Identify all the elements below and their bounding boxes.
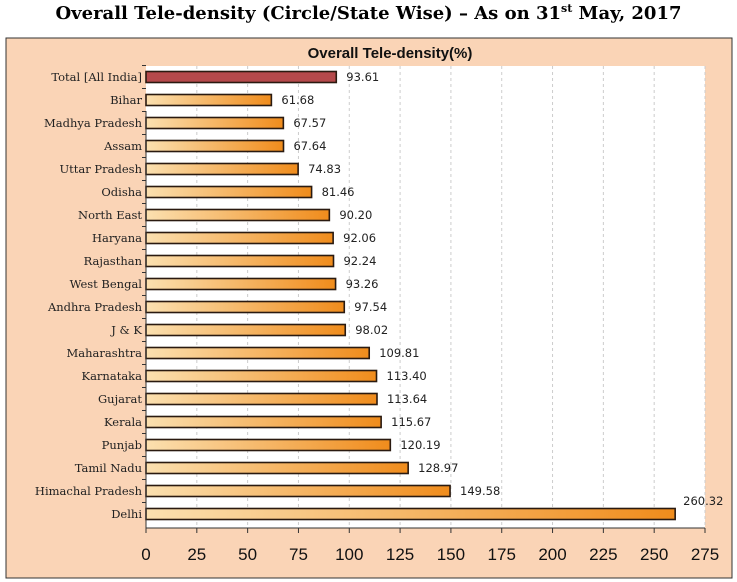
bar xyxy=(145,438,392,452)
data-label: 93.61 xyxy=(346,70,379,84)
data-label: 260.32 xyxy=(683,494,723,508)
data-label: 120.19 xyxy=(400,438,440,452)
category-label: Odisha xyxy=(101,185,142,199)
plot-area xyxy=(146,66,705,528)
category-label: Gujarat xyxy=(98,392,142,406)
x-tick-label: 175 xyxy=(488,545,516,564)
data-label: 113.64 xyxy=(387,392,427,406)
data-label: 98.02 xyxy=(355,323,388,337)
bar xyxy=(145,208,331,222)
x-tick-label: 150 xyxy=(437,545,465,564)
bar xyxy=(145,139,285,153)
x-tick-label: 125 xyxy=(386,545,414,564)
bar xyxy=(145,300,346,314)
category-label: Madhya Pradesh xyxy=(44,116,143,130)
data-label: 97.54 xyxy=(354,300,387,314)
category-label: Maharashtra xyxy=(66,346,142,360)
category-label: Andhra Pradesh xyxy=(47,300,143,314)
category-label: Bihar xyxy=(110,93,142,107)
bar xyxy=(145,162,299,176)
bar xyxy=(145,461,409,475)
x-tick-label: 50 xyxy=(238,545,257,564)
category-label: Karnataka xyxy=(81,369,142,383)
category-label: Tamil Nadu xyxy=(75,461,142,475)
title-sup: st xyxy=(561,2,573,15)
bar xyxy=(145,277,337,291)
data-label: 61.68 xyxy=(281,93,314,107)
bar xyxy=(145,392,378,406)
x-tick-label: 0 xyxy=(141,545,150,564)
chart-title: Overall Tele-density(%) xyxy=(308,45,473,62)
bar xyxy=(145,70,338,84)
x-tick-label: 250 xyxy=(640,545,668,564)
data-label: 93.26 xyxy=(346,277,379,291)
data-label: 92.24 xyxy=(343,254,376,268)
bar xyxy=(145,507,676,521)
bar xyxy=(145,415,382,429)
category-label: West Bengal xyxy=(70,277,143,291)
title-main: Overall Tele-density (Circle/State Wise)… xyxy=(55,3,561,24)
x-tick-label: 100 xyxy=(335,545,363,564)
bar xyxy=(145,369,378,383)
x-tick-label: 275 xyxy=(691,545,719,564)
bar xyxy=(145,346,371,360)
page-title: Overall Tele-density (Circle/State Wise)… xyxy=(0,2,737,24)
data-label: 115.67 xyxy=(391,415,431,429)
data-label: 74.83 xyxy=(308,162,341,176)
x-tick-label: 225 xyxy=(589,545,617,564)
data-label: 90.20 xyxy=(339,208,372,222)
category-label: J & K xyxy=(110,323,142,337)
data-label: 113.40 xyxy=(387,369,427,383)
category-label: Haryana xyxy=(92,231,142,245)
title-end: May, 2017 xyxy=(572,3,682,24)
data-label: 128.97 xyxy=(418,461,458,475)
data-label: 67.64 xyxy=(293,139,326,153)
bar xyxy=(145,254,335,268)
category-label: Total [All India] xyxy=(51,70,142,84)
bar xyxy=(145,231,334,245)
category-label: Kerala xyxy=(104,415,142,429)
bar xyxy=(145,323,347,337)
category-label: North East xyxy=(78,208,142,222)
bar xyxy=(145,484,451,498)
bar xyxy=(145,185,313,199)
category-label: Assam xyxy=(103,139,142,153)
x-tick-label: 25 xyxy=(187,545,206,564)
category-label: Delhi xyxy=(111,507,142,521)
x-tick-label: 200 xyxy=(538,545,566,564)
category-label: Rajasthan xyxy=(84,254,143,268)
data-label: 149.58 xyxy=(460,484,500,498)
data-label: 67.57 xyxy=(293,116,326,130)
data-label: 81.46 xyxy=(322,185,355,199)
x-tick-label: 75 xyxy=(289,545,308,564)
category-label: Punjab xyxy=(102,438,142,452)
bar xyxy=(145,93,273,107)
category-label: Uttar Pradesh xyxy=(59,162,142,176)
data-label: 92.06 xyxy=(343,231,376,245)
bar xyxy=(145,116,285,130)
data-label: 109.81 xyxy=(379,346,419,360)
category-label: Himachal Pradesh xyxy=(35,484,143,498)
